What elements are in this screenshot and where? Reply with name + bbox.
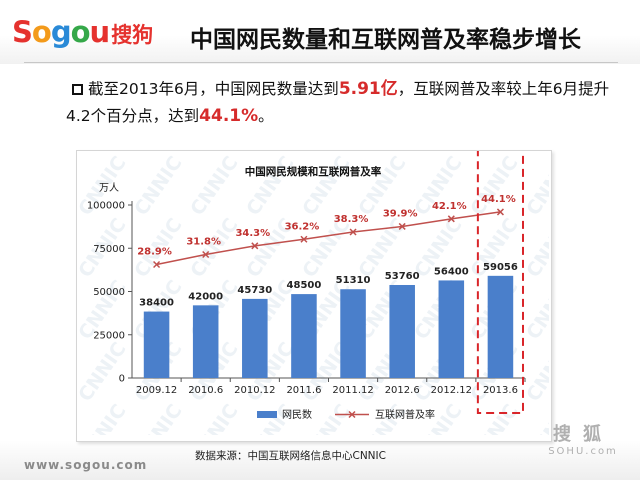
logo-letter: o: [31, 15, 52, 49]
sohu-logo-cn: 搜狐: [553, 424, 613, 445]
sogou-logo: Sogou搜狗: [12, 12, 153, 52]
x-tick-label: 2010.6: [188, 385, 223, 396]
legend-swatch-bar: [257, 411, 277, 418]
line-point: [251, 242, 259, 250]
bullet-part1: 截至2013年6月，中国网民数量达到: [88, 80, 339, 98]
line-data-label: 39.9%: [383, 208, 418, 219]
data-source: 数据来源：中国互联网络信息中心CNNIC: [195, 450, 386, 462]
line-data-label: 31.8%: [186, 236, 221, 247]
x-tick-label: 2010.12: [234, 385, 275, 396]
logo-letter: o: [70, 15, 91, 49]
bar: [389, 284, 415, 378]
bullet-highlight-rate: 44.1%: [199, 106, 259, 126]
chart-frame: CNNIC CNNIC CNNIC CNNIC CNNIC CNNIC CNNIC CNNIC…: [76, 150, 552, 442]
line-data-label: 28.9%: [137, 247, 172, 258]
line-series-path: [156, 211, 501, 266]
x-tick-label: 2011.6: [286, 385, 321, 396]
bar-data-label: 45730: [237, 285, 272, 296]
chart-title: 中国网民规模和互联网普及率: [245, 165, 382, 178]
bar: [192, 305, 219, 378]
bar-data-label: 51310: [336, 275, 371, 286]
line-data-label: 34.3%: [235, 228, 270, 239]
y-axis-label: 万人: [99, 182, 119, 194]
line-point: [447, 215, 455, 223]
bullet-paragraph: 截至2013年6月，中国网民数量达到5.91亿，互联网普及率较上年6月提升4.2…: [66, 76, 626, 130]
sohu-logo-en: SOHU.com: [548, 446, 618, 457]
line-data-label: 44.1%: [481, 194, 516, 205]
bullet-highlight-users: 5.91亿: [338, 79, 398, 99]
bar: [340, 289, 366, 378]
title-divider: [24, 62, 618, 63]
sohu-logo: 搜狐 SOHU.com: [540, 424, 626, 458]
x-tick-label: 2011.12: [332, 385, 373, 396]
header-band: [0, 0, 640, 64]
bar-data-label: 59056: [483, 262, 518, 273]
y-tick-label: 0: [119, 374, 125, 385]
line-data-label: 38.3%: [334, 214, 369, 225]
logo-letter: S: [12, 15, 33, 49]
line-point: [202, 250, 210, 259]
legend-swatch-marker: [348, 410, 356, 419]
sogou-url: www.sogou.com: [24, 458, 148, 472]
line-point: [300, 235, 308, 243]
y-tick-label: 100000: [87, 201, 125, 212]
highlight-box: [476, 151, 524, 414]
y-tick-label: 25000: [93, 330, 125, 341]
legend-label: 网民数: [282, 408, 312, 421]
bar-data-label: 38400: [139, 298, 174, 309]
line-point: [398, 222, 406, 230]
bullet-part2: ，互联网普及率较上年6月提升4.2个百分点，达到: [66, 80, 610, 125]
legend-label: 互联网普及率: [375, 408, 435, 421]
x-tick-label: 2013.6: [483, 385, 518, 396]
bullet-square-icon: [72, 84, 83, 95]
bar: [438, 280, 465, 378]
y-tick-label: 75000: [93, 244, 125, 255]
line-point: [153, 260, 161, 269]
line-point: [496, 208, 504, 216]
x-tick-label: 2009.12: [136, 385, 177, 396]
bullet-part3: 。: [258, 107, 274, 125]
logo-letter: g: [50, 15, 72, 49]
bar-data-label: 53760: [385, 271, 420, 282]
bar-data-label: 56400: [434, 266, 469, 277]
bar: [487, 275, 514, 378]
bar: [143, 311, 170, 378]
x-tick-label: 2012.6: [385, 385, 420, 396]
line-data-label: 42.1%: [432, 201, 467, 212]
y-tick-label: 50000: [93, 287, 125, 298]
logo-letter: u: [89, 15, 111, 49]
logo-cn: 搜狗: [111, 23, 154, 47]
bar: [291, 294, 317, 378]
slide-title: 中国网民数量和互联网普及率稳步增长: [190, 27, 581, 53]
line-point: [349, 228, 357, 236]
bar-data-label: 42000: [188, 291, 223, 302]
bar: [242, 298, 268, 378]
bar-data-label: 48500: [287, 280, 322, 291]
x-tick-label: 2012.12: [431, 385, 472, 396]
line-data-label: 36.2%: [285, 221, 320, 232]
